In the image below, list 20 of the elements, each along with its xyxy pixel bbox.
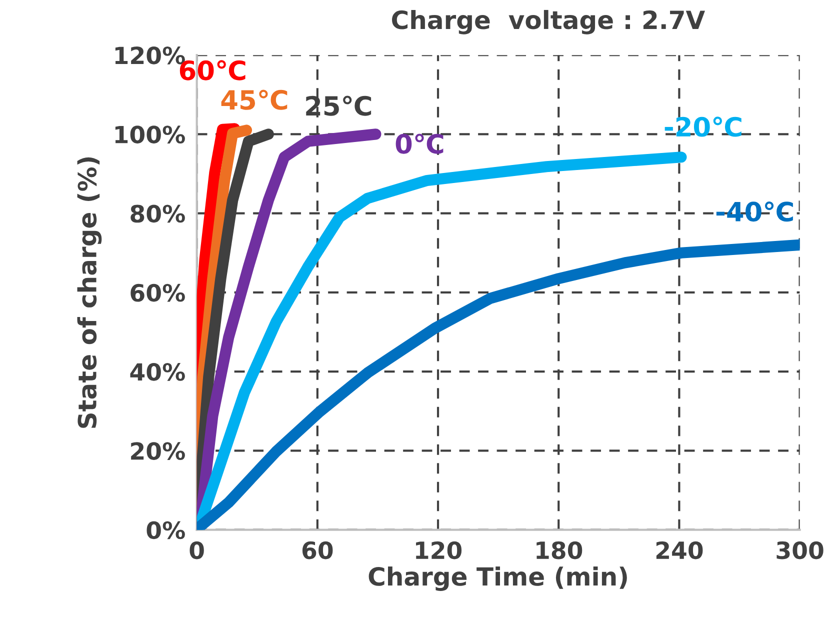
y-tick-label: 40% [130,363,185,381]
x-tick-label: 300 [776,541,824,560]
x-axis-title: Charge Time (min) [368,566,627,591]
y-tick-label: 60% [130,284,185,302]
chart-title: Charge voltage : 2.7V [392,10,705,34]
series-label: -40℃ [716,201,793,222]
y-tick-label: 100% [115,126,185,144]
y-tick-label: 20% [131,442,185,460]
series-label: 25℃ [306,96,372,116]
x-tick-label: 180 [536,541,582,560]
series-label: -20℃ [664,116,742,137]
x-tick-label: 60 [302,541,333,560]
x-tick-label: 120 [416,541,462,560]
y-axis-title: State of charge (%) [77,157,102,428]
y-tick-label: 0% [146,521,185,540]
series-label: 45℃ [221,90,288,110]
y-tick-label: 80% [130,204,185,223]
x-tick-label: 0 [190,541,204,560]
x-tick-label: 240 [656,541,703,560]
series-label: 0℃ [396,134,444,154]
